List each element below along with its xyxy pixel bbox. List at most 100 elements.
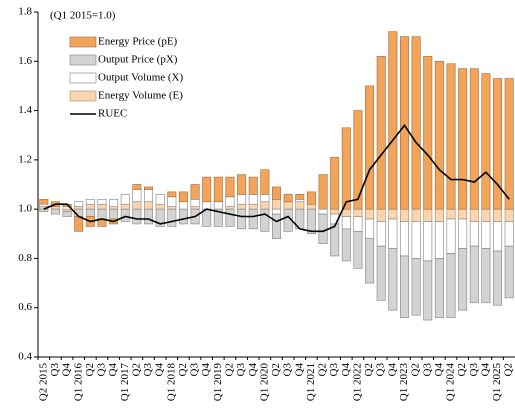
bar-segment <box>353 208 363 217</box>
bar-segment <box>74 216 84 232</box>
y-tick-label: 0.4 <box>18 351 32 363</box>
legend-label: RUEC <box>98 108 127 120</box>
x-tick-label: Q1 2024 <box>445 363 457 402</box>
bar-segment <box>458 218 468 249</box>
x-tick-label: Q4 <box>293 363 305 377</box>
x-tick-label: Q3 <box>49 363 61 377</box>
y-tick-label: 1.4 <box>18 104 32 116</box>
bar-segment <box>132 201 142 210</box>
bar-segment <box>434 258 444 318</box>
bar-segment <box>423 260 433 321</box>
bar-segment <box>178 191 188 203</box>
x-tick-label: Q1 2017 <box>119 363 131 402</box>
x-tick-label: Q3 <box>421 363 433 377</box>
bar-segment <box>365 208 375 220</box>
bar-segment <box>120 208 130 222</box>
bar-segment <box>353 110 363 210</box>
bar-segment <box>50 208 60 215</box>
bar-segment <box>399 36 409 210</box>
bar-segment <box>365 218 375 240</box>
bar-segment <box>85 198 95 205</box>
x-tick-label: Q1 2023 <box>398 363 410 402</box>
bar-segment <box>388 248 398 311</box>
bar-segment <box>481 221 491 249</box>
bar-segment <box>109 208 119 220</box>
bar-segment <box>446 208 456 220</box>
bar-segment <box>330 223 340 257</box>
bar-segment <box>365 85 375 210</box>
bar-segment <box>446 253 456 318</box>
bar-segment <box>446 63 456 210</box>
bar-segment <box>120 194 130 205</box>
annotation: (Q1 2015=1.0) <box>50 10 116 22</box>
legend-label: Energy Volume (E) <box>98 90 183 102</box>
bar-segment <box>504 208 514 222</box>
bar-segment <box>399 221 409 257</box>
x-tick-label: Q4 <box>479 363 491 377</box>
bar-segment <box>225 208 235 227</box>
bar-segment <box>283 194 293 203</box>
bar-segment <box>237 174 247 195</box>
bar-segment <box>202 201 212 210</box>
legend-swatch <box>69 72 97 84</box>
bar-segment <box>388 218 398 249</box>
bar-segment <box>295 201 305 210</box>
x-tick-label: Q1 2016 <box>72 363 84 402</box>
bar-segment <box>167 196 177 207</box>
legend-label: Output Volume (X) <box>98 72 183 84</box>
bar-segment <box>411 221 421 259</box>
bar-segment <box>132 184 142 190</box>
bar-segment <box>493 250 503 306</box>
x-tick-label: Q2 <box>317 363 329 376</box>
bar-segment <box>237 208 247 230</box>
bar-segment <box>97 198 107 205</box>
bar-segment <box>434 221 444 259</box>
bar-segment <box>353 216 363 232</box>
bar-segment <box>330 157 340 210</box>
bar-segment <box>341 208 351 217</box>
bar-segment <box>39 208 49 212</box>
bar-segment <box>330 208 340 215</box>
y-tick-label: 1.8 <box>18 6 32 18</box>
x-tick-label: Q2 <box>84 363 96 376</box>
bar-segment <box>155 203 165 210</box>
bar-segment <box>144 201 154 210</box>
x-tick-label: Q1 2025 <box>491 363 503 402</box>
bar-segment <box>434 60 444 210</box>
bar-segment <box>85 208 95 217</box>
bar-segment <box>341 216 351 230</box>
x-tick-label: Q3 <box>142 363 154 377</box>
bar-segment <box>295 194 305 200</box>
bar-segment <box>74 206 84 210</box>
x-tick-label: Q3 <box>468 363 480 377</box>
bar-segment <box>376 208 386 222</box>
bar-segment <box>469 221 479 247</box>
y-tick-label: 0.8 <box>18 252 32 264</box>
bar-segment <box>341 127 351 210</box>
legend-swatch <box>69 36 97 48</box>
x-tick-label: Q2 <box>503 363 515 376</box>
bar-segment <box>341 228 351 262</box>
bar-segment <box>481 208 491 222</box>
bar-segment <box>85 203 95 210</box>
bar-segment <box>120 203 130 210</box>
legend-label: Energy Price (pE) <box>98 36 178 48</box>
bar-segment <box>225 206 235 210</box>
bar-segment <box>376 56 386 210</box>
bar-segment <box>39 203 49 207</box>
bar-segment <box>399 208 409 222</box>
bar-segment <box>306 191 316 205</box>
bar-segment <box>62 208 72 212</box>
bar-segment <box>411 258 421 316</box>
bar-segment <box>423 208 433 222</box>
bar-segment <box>237 194 247 205</box>
bar-segment <box>167 208 177 227</box>
bar-segment <box>493 208 503 222</box>
x-tick-label: Q2 <box>410 363 422 376</box>
x-tick-label: Q3 <box>189 363 201 377</box>
bar-segment <box>62 211 72 217</box>
bar-segment <box>411 36 421 210</box>
bar-segment <box>376 221 386 247</box>
bar-segment <box>399 255 409 318</box>
